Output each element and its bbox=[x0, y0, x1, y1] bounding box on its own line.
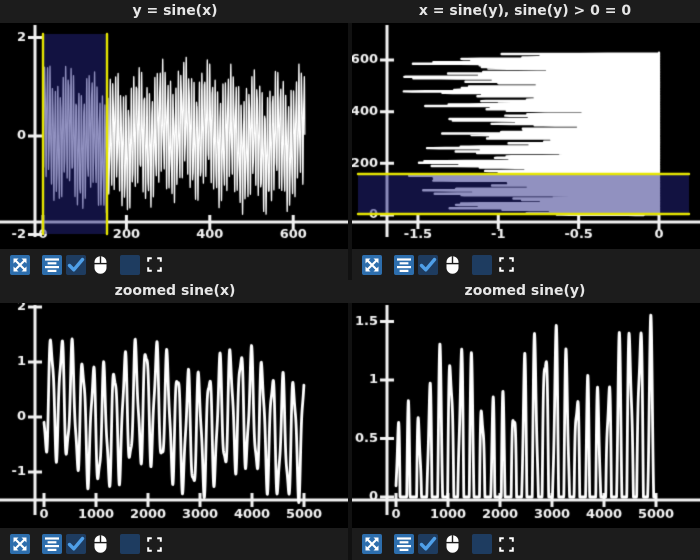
maintain-aspect-toggle[interactable] bbox=[120, 254, 140, 275]
mouse-icon bbox=[446, 255, 458, 274]
toolbar-zoomed-sine-x bbox=[0, 528, 348, 560]
align-center-icon bbox=[397, 257, 411, 272]
plot-canvas-zoomed-sine-x[interactable] bbox=[0, 303, 348, 528]
maintain-aspect-toggle[interactable] bbox=[120, 534, 140, 554]
panel-title-zoomed-sine-y: zoomed sine(y) bbox=[464, 283, 586, 299]
blank-square-icon bbox=[474, 536, 490, 552]
corner-brackets-icon bbox=[498, 536, 514, 552]
controller-mouse-button[interactable] bbox=[442, 534, 462, 554]
panzoom-toggle[interactable] bbox=[418, 254, 438, 275]
corner-brackets-icon bbox=[498, 257, 514, 272]
autoscale-button[interactable] bbox=[362, 534, 382, 554]
expand-arrows-icon bbox=[13, 537, 27, 551]
fullscreen-button[interactable] bbox=[496, 534, 516, 554]
autoscale-button[interactable] bbox=[10, 534, 30, 554]
mouse-icon bbox=[94, 535, 106, 553]
toolbar-row-bottom bbox=[0, 528, 700, 560]
panzoom-toggle[interactable] bbox=[66, 254, 86, 275]
toolbar-divider bbox=[348, 528, 352, 560]
expand-arrows-icon bbox=[365, 258, 379, 271]
mouse-icon bbox=[94, 255, 106, 274]
panel-divider bbox=[348, 23, 352, 249]
panel-title-zoomed-sine-x: zoomed sine(x) bbox=[114, 283, 236, 299]
corner-brackets-icon bbox=[146, 257, 162, 272]
panel-divider bbox=[348, 303, 352, 528]
plot-canvas-sine-y[interactable] bbox=[352, 23, 700, 249]
toolbar-divider bbox=[348, 249, 352, 280]
titles-row-top: y = sine(x) x = sine(y), sine(y) > 0 = 0 bbox=[0, 0, 700, 23]
center-button[interactable] bbox=[394, 534, 414, 554]
blank-square-icon bbox=[122, 536, 138, 552]
align-center-icon bbox=[45, 257, 59, 272]
toolbar-sine-y bbox=[352, 249, 700, 280]
plot-canvas-sine-x[interactable] bbox=[0, 23, 348, 249]
check-icon bbox=[67, 536, 85, 551]
panel-title-sine-x: y = sine(x) bbox=[132, 3, 218, 19]
check-icon bbox=[67, 257, 85, 272]
toolbar-zoomed-sine-y bbox=[352, 528, 700, 560]
fullscreen-button[interactable] bbox=[496, 255, 516, 275]
expand-arrows-icon bbox=[13, 258, 27, 271]
center-button[interactable] bbox=[42, 534, 62, 554]
center-button[interactable] bbox=[394, 254, 414, 275]
fullscreen-button[interactable] bbox=[144, 255, 164, 275]
fullscreen-button[interactable] bbox=[144, 534, 164, 554]
expand-arrows-icon bbox=[365, 537, 379, 551]
controller-mouse-button[interactable] bbox=[442, 255, 462, 275]
toolbar-row-top bbox=[0, 249, 700, 280]
align-center-icon bbox=[397, 537, 411, 551]
plots-row-top bbox=[0, 23, 700, 249]
check-icon bbox=[419, 257, 437, 272]
plot-canvas-zoomed-sine-y[interactable] bbox=[352, 303, 700, 528]
panzoom-toggle[interactable] bbox=[418, 534, 438, 554]
maintain-aspect-toggle[interactable] bbox=[472, 534, 492, 554]
panzoom-toggle[interactable] bbox=[66, 534, 86, 554]
corner-brackets-icon bbox=[146, 536, 162, 552]
blank-square-icon bbox=[122, 257, 138, 273]
check-icon bbox=[419, 536, 437, 551]
titles-row-bottom: zoomed sine(x) zoomed sine(y) bbox=[0, 280, 700, 303]
autoscale-button[interactable] bbox=[362, 254, 382, 275]
toolbar-sine-x bbox=[0, 249, 348, 280]
plots-row-bottom bbox=[0, 303, 700, 528]
autoscale-button[interactable] bbox=[10, 254, 30, 275]
controller-mouse-button[interactable] bbox=[90, 534, 110, 554]
blank-square-icon bbox=[474, 257, 490, 273]
align-center-icon bbox=[45, 537, 59, 551]
controller-mouse-button[interactable] bbox=[90, 255, 110, 275]
panel-title-sine-y: x = sine(y), sine(y) > 0 = 0 bbox=[418, 3, 632, 19]
mouse-icon bbox=[446, 535, 458, 553]
maintain-aspect-toggle[interactable] bbox=[472, 254, 492, 275]
center-button[interactable] bbox=[42, 254, 62, 275]
